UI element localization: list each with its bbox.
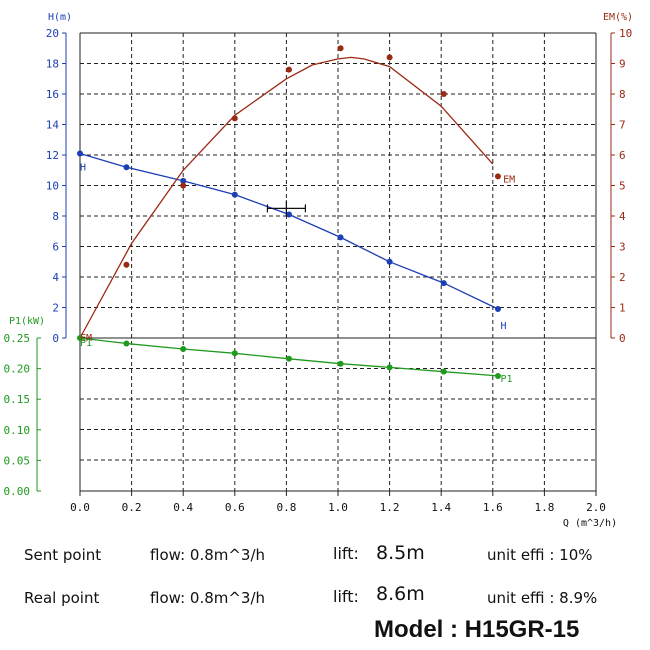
em-axis-title: EM(%) [603,12,633,23]
data-point-em [231,115,238,122]
data-point-h [337,234,344,241]
data-point-h [77,150,83,157]
chart-axes: 0.0 0.2 0.4 0.6 0.8 1.0 1.2 1.4 1.6 1.8 2.0 Q (m^3/… [4,12,634,529]
data-point-p1 [440,368,447,375]
h-axis-tick-label: 2 [52,302,59,315]
real-flow-text: flow: 0.8m^3/h [150,589,266,607]
data-point-h [231,191,238,198]
series-line-em [79,56,494,339]
real-effi-text: unit effi : 8.9% [487,589,598,607]
real-point-label: Real point [24,589,100,607]
model-value: H15GR-15 [464,616,580,643]
x-tick-label: 1.2 [380,501,400,514]
x-tick-label: 1.4 [431,501,451,514]
series-h [77,150,501,313]
p1-axis-tick-label: 0.20 [4,363,31,376]
em-axis-tick-label: 3 [619,241,626,254]
data-point-p1 [77,335,83,341]
real-lift-value: 8.6m [376,583,425,605]
data-point-h [285,211,292,218]
data-point-h [386,258,393,265]
h-axis-tick-label: 12 [46,149,59,162]
h-axis-tick-label: 20 [46,27,59,40]
data-point-h [494,306,501,313]
x-tick-label: 0.2 [122,501,142,514]
data-point-em [386,54,393,61]
p1-axis-tick-label: 0.10 [4,424,31,437]
x-tick-label: 0.4 [173,501,193,514]
curve-label-h: H [80,162,86,173]
model-line: Model : H15GR-15 [374,616,579,644]
data-point-em [337,45,344,52]
data-point-em [180,182,187,189]
x-tick-label: 1.8 [534,501,554,514]
curve-label-p1: P1 [501,374,513,385]
chart-grid [80,33,596,491]
em-axis-tick-label: 6 [619,149,626,162]
curve-label-em: EM [503,174,515,185]
sent-point-label: Sent point [24,546,102,564]
curve-label-em: EM [80,333,92,344]
em-axis-tick-label: 1 [619,302,626,315]
sent-flow-text: flow: 0.8m^3/h [150,546,266,564]
x-tick-label: 0.6 [225,501,245,514]
p1-axis-tick-label: 0.25 [4,332,31,345]
data-point-p1 [337,360,344,367]
p1-axis-tick-label: 0.05 [4,454,31,467]
data-point-p1 [231,350,238,357]
h-axis-tick-label: 4 [52,271,59,284]
h-axis-tick-label: 16 [46,88,59,101]
h-axis-tick-label: 0 [52,332,59,345]
chart-curves [77,45,501,379]
x-tick-label: 1.6 [483,501,503,514]
em-axis-tick-label: 7 [619,119,626,132]
sent-lift-value: 8.5m [376,542,425,564]
series-line-h [79,152,499,310]
curve-label-h: H [501,321,507,332]
data-point-em [494,173,501,180]
em-axis-tick-label: 8 [619,88,626,101]
data-point-h [123,164,130,171]
h-axis-tick-label: 18 [46,58,59,71]
x-tick-label: 0.8 [276,501,296,514]
x-tick-label: 0.0 [70,501,90,514]
p1-axis-title: P1(kW) [9,316,45,327]
x-tick-label: 2.0 [586,501,606,514]
data-point-em [440,91,447,97]
data-point-p1 [285,355,292,362]
x-tick-label: 1.0 [328,501,348,514]
em-axis-tick-label: 10 [619,27,632,40]
model-label: Model : [374,616,465,643]
h-axis-tick-label: 14 [46,119,60,132]
em-axis-tick-label: 9 [619,58,626,71]
pump-performance-chart: 0.0 0.2 0.4 0.6 0.8 1.0 1.2 1.4 1.6 1.8 2.0 Q (m^3/… [4,12,634,529]
data-point-p1 [180,346,187,353]
series-p1 [77,335,501,379]
data-point-p1 [494,372,501,379]
h-axis-tick-label: 10 [46,180,59,193]
h-axis-title: H(m) [48,12,72,23]
data-point-h [440,280,447,287]
real-lift-label: lift: [333,587,359,606]
em-axis-tick-label: 0 [619,332,626,345]
data-point-h [180,177,187,184]
p1-axis-tick-label: 0.15 [4,393,31,406]
p1-axis-tick-label: 0.00 [4,485,31,498]
h-axis-tick-label: 6 [52,241,59,254]
em-axis-tick-label: 5 [619,180,626,193]
curve-label-p1: P1 [80,338,92,349]
em-axis-tick-label: 4 [619,210,626,223]
data-point-em [123,261,130,268]
sent-lift-label: lift: [333,544,359,563]
series-em [79,45,501,339]
x-axis-title: Q (m^3/h) [563,518,617,529]
data-point-p1 [123,340,130,347]
h-axis-tick-label: 8 [52,210,59,223]
data-point-em [285,66,292,73]
em-axis-tick-label: 2 [619,271,626,284]
data-point-p1 [386,364,393,371]
sent-effi-text: unit effi : 10% [487,546,593,564]
